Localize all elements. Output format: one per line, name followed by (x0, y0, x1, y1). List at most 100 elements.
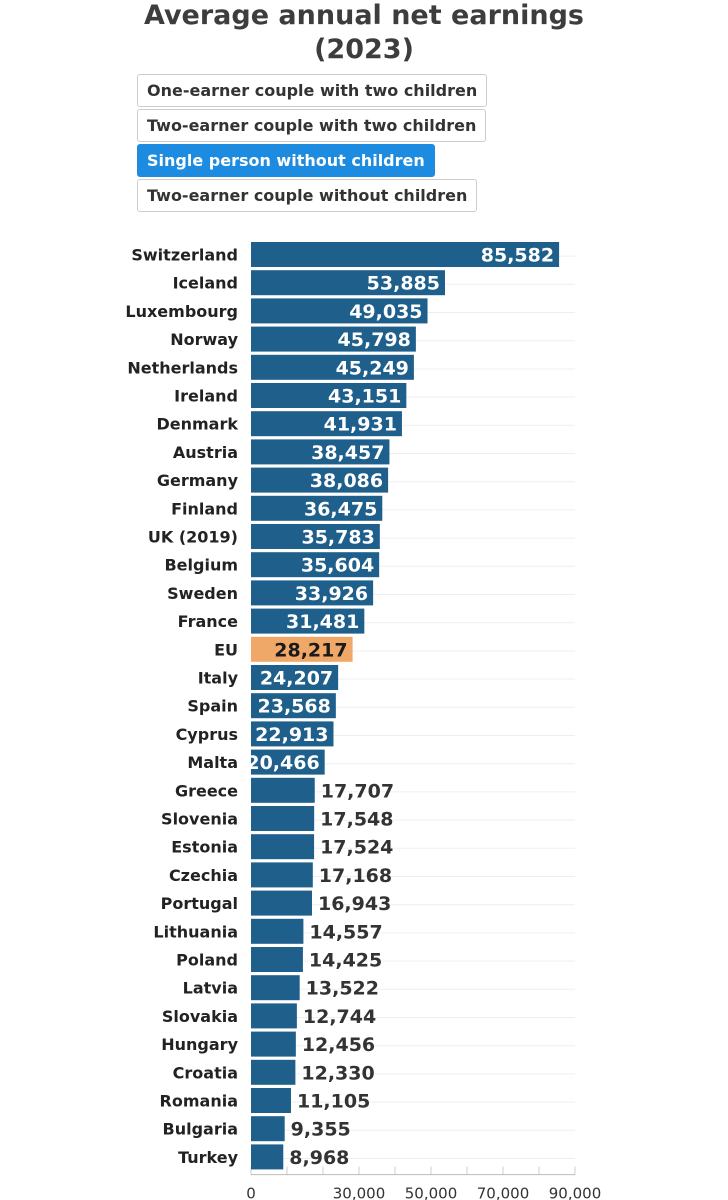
bar-greece (251, 777, 315, 803)
value-label: 31,481 (286, 611, 359, 633)
filter-one-earner-couple-two-children[interactable]: One-earner couple with two children (137, 74, 488, 107)
value-label: 35,604 (301, 555, 374, 577)
category-label: EU (214, 640, 238, 659)
category-label: Poland (176, 951, 238, 970)
value-label: 45,798 (338, 329, 411, 351)
bar-finland (251, 495, 383, 521)
value-label: 35,783 (301, 527, 374, 549)
bar-italy (251, 665, 339, 690)
value-label: 12,330 (301, 1062, 374, 1084)
bar-eu (251, 636, 353, 662)
bar-germany (251, 467, 389, 493)
bar-ireland (251, 383, 407, 408)
value-label: 17,707 (321, 780, 394, 802)
value-label: 43,151 (328, 386, 401, 408)
value-label: 23,568 (258, 696, 331, 718)
bar-uk-2019- (251, 524, 380, 549)
bar-croatia (251, 1059, 296, 1085)
value-label: 28,217 (274, 639, 347, 661)
value-label: 85,582 (481, 245, 554, 267)
bar-luxembourg (251, 298, 428, 324)
value-label: 17,168 (319, 865, 392, 887)
value-label: 38,086 (310, 470, 383, 492)
category-label: Finland (171, 499, 238, 518)
value-label: 9,355 (291, 1119, 351, 1141)
bar-france (251, 608, 365, 634)
value-label: 53,885 (367, 273, 440, 295)
value-label: 12,744 (303, 1006, 376, 1028)
bar-hungary (251, 1031, 296, 1057)
bar-malta (251, 749, 325, 775)
bar-romania (251, 1088, 291, 1113)
value-label: 24,207 (260, 668, 333, 690)
category-label: Germany (157, 471, 239, 490)
bar-belgium (251, 552, 380, 578)
category-label: Italy (198, 669, 239, 688)
bar-cyprus (251, 721, 334, 747)
category-label: Cyprus (176, 725, 238, 744)
category-label: France (178, 612, 238, 631)
value-label: 17,548 (320, 809, 393, 831)
x-tick-label: 90,000 (549, 1185, 602, 1200)
value-label: 16,943 (318, 893, 391, 915)
bar-iceland (251, 270, 445, 296)
category-label: Belgium (164, 556, 238, 575)
chart-title: Average annual net earnings (144, 0, 584, 31)
value-label: 33,926 (295, 583, 368, 605)
value-label: 14,425 (309, 950, 382, 972)
bar-slovakia (251, 1003, 297, 1029)
value-label: 22,913 (255, 724, 328, 746)
category-label: Netherlands (127, 358, 238, 377)
category-label: Malta (187, 753, 238, 772)
bar-czechia (251, 862, 313, 888)
category-label: Romania (160, 1092, 238, 1111)
bar-estonia (251, 834, 315, 860)
category-label: Iceland (173, 274, 238, 293)
value-label: 49,035 (349, 301, 422, 323)
category-label: Slovenia (161, 810, 238, 829)
category-label: Croatia (173, 1063, 238, 1082)
value-label: 17,524 (320, 837, 393, 859)
category-label: Latvia (183, 979, 238, 998)
filter-two-earner-couple-two-children[interactable]: Two-earner couple with two children (137, 109, 487, 142)
bar-latvia (251, 975, 300, 1001)
filter-single-person-without-children[interactable]: Single person without children (137, 144, 435, 177)
bar-slovenia (251, 806, 315, 831)
household-type-filter-group: One-earner couple with two children Two-… (137, 74, 488, 214)
category-label: Slovakia (162, 1007, 238, 1026)
bar-spain (251, 693, 336, 719)
bar-lithuania (251, 918, 304, 944)
bar-portugal (251, 890, 312, 916)
x-tick-label: 70,000 (477, 1185, 530, 1200)
x-tick-label: 30,000 (333, 1185, 386, 1200)
category-label: Lithuania (153, 922, 238, 941)
chart-subtitle-year: (2023) (314, 34, 414, 65)
category-label: Sweden (167, 584, 238, 603)
value-label: 14,557 (309, 921, 382, 943)
category-label: UK (2019) (148, 528, 238, 547)
value-label: 8,968 (289, 1147, 349, 1169)
value-label: 20,466 (246, 752, 319, 774)
category-label: Estonia (171, 838, 238, 857)
bar-switzerland (251, 242, 560, 267)
value-label: 36,475 (304, 498, 377, 520)
value-label: 11,105 (297, 1091, 370, 1113)
category-label: Greece (175, 781, 238, 800)
bar-netherlands (251, 354, 414, 380)
filter-two-earner-couple-without-children[interactable]: Two-earner couple without children (137, 179, 478, 212)
value-label: 12,456 (302, 1034, 375, 1056)
bar-denmark (251, 411, 402, 437)
category-label: Ireland (174, 387, 238, 406)
value-label: 38,457 (311, 442, 384, 464)
bar-austria (251, 439, 390, 465)
category-label: Portugal (161, 894, 238, 913)
category-label: Czechia (169, 866, 238, 885)
category-label: Turkey (178, 1148, 239, 1167)
x-tick-label: 0 (246, 1185, 256, 1200)
bar-norway (251, 326, 416, 352)
value-label: 41,931 (324, 414, 397, 436)
value-label: 45,249 (336, 357, 409, 379)
x-tick-label: 50,000 (405, 1185, 458, 1200)
bar-poland (251, 947, 303, 972)
